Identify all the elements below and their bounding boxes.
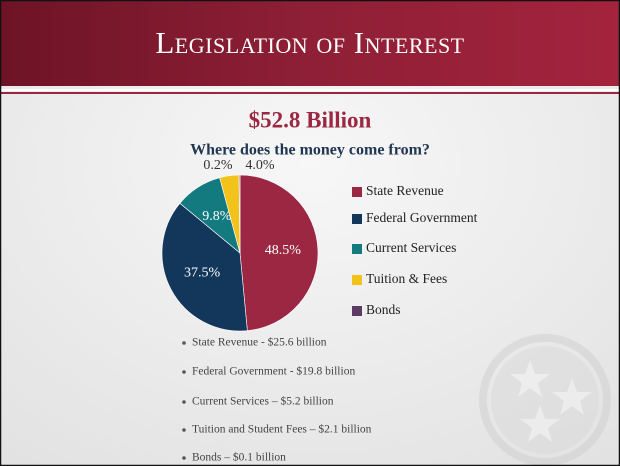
legend-label: Federal Government	[366, 210, 478, 225]
bullet-dot	[182, 400, 186, 404]
legend-swatch	[352, 187, 362, 197]
legend-label: State Revenue	[366, 183, 444, 198]
bullet-text: State Revenue - $25.6 billion	[192, 336, 327, 349]
pie-slice	[161, 202, 248, 332]
bullet-text: Tuition and Student Fees – $2.1 billion	[192, 423, 372, 436]
bullet-text: Federal Government - $19.8 billion	[192, 365, 355, 378]
data-label: 0.2%	[203, 158, 233, 173]
legend-label: Current Services	[366, 240, 456, 255]
bullet-text: Bonds – $0.1 billion	[192, 451, 286, 464]
bullet-text: Current Services – $5.2 billion	[192, 395, 334, 408]
bullet-dot	[182, 370, 186, 374]
data-label: 4.0%	[245, 158, 275, 173]
chart-subtitle: Where does the money come from?	[190, 142, 430, 159]
chart-title: $52.8 Billion	[249, 107, 372, 132]
header-title: Legislation of Interest	[155, 25, 464, 60]
legend-label: Tuition & Fees	[366, 271, 447, 286]
legend-label: Bonds	[366, 302, 401, 317]
pie-slice	[238, 174, 241, 254]
bullet-dot	[182, 341, 186, 345]
bullet-dot	[182, 456, 186, 460]
bullet-dot	[182, 428, 186, 432]
data-label: 37.5%	[184, 265, 221, 280]
data-label: 48.5%	[265, 243, 302, 258]
legend-swatch	[352, 306, 362, 316]
legend-swatch	[352, 244, 362, 254]
data-label: 9.8%	[202, 209, 232, 224]
pie-slice	[239, 174, 319, 331]
legend-swatch	[352, 275, 362, 285]
header-band	[0, 0, 620, 86]
legend-swatch	[352, 214, 362, 224]
watermark	[479, 334, 611, 466]
